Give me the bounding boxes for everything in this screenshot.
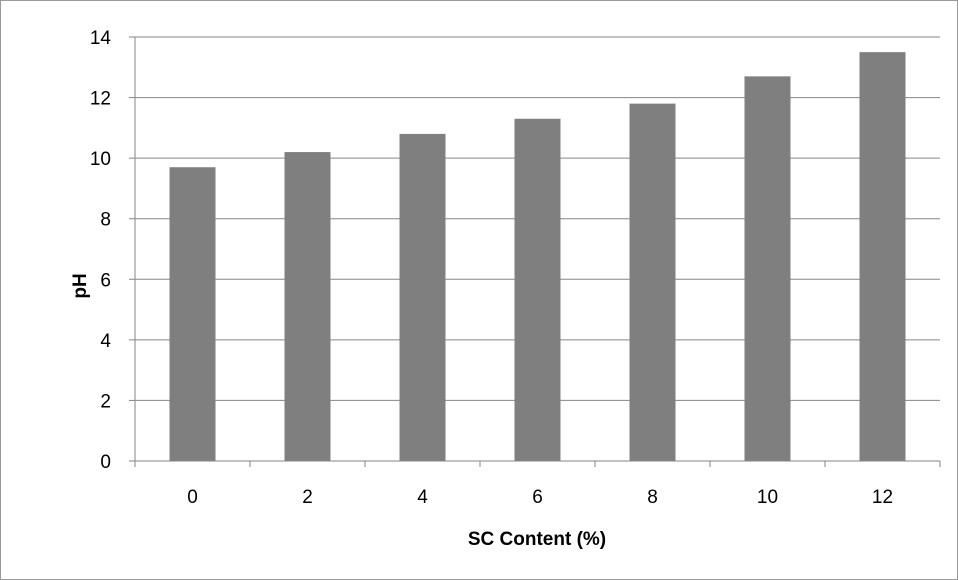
- y-tick-labels: 0 2 4 6 8 10 12 14: [90, 28, 112, 473]
- bar: [284, 152, 331, 462]
- bar: [399, 133, 446, 461]
- y-tick-label: 12: [90, 89, 111, 110]
- x-tick-label: 2: [302, 487, 313, 508]
- bar: [514, 118, 561, 462]
- bar: [744, 76, 791, 461]
- y-tick-label: 2: [100, 391, 111, 412]
- x-tick-labels: 0 2 4 6 8 10 12: [187, 487, 893, 508]
- y-tick-label: 10: [90, 149, 111, 170]
- y-tick-label: 8: [100, 210, 111, 231]
- x-tick-label: 0: [187, 487, 198, 508]
- x-axis-title: SC Content (%): [468, 529, 606, 550]
- x-tick-label: 4: [417, 487, 428, 508]
- y-tick-label: 14: [90, 28, 112, 49]
- x-tick-label: 10: [757, 487, 778, 508]
- y-tick-label: 4: [100, 331, 111, 352]
- y-tick-label: 6: [100, 270, 111, 291]
- bar: [169, 167, 216, 461]
- y-tick-label: 0: [100, 452, 111, 473]
- bar: [859, 52, 906, 462]
- x-tick-label: 8: [647, 487, 658, 508]
- axes: [129, 36, 941, 467]
- bars: [169, 52, 906, 462]
- x-tick-label: 6: [532, 487, 543, 508]
- y-axis-title: pH: [70, 273, 91, 298]
- x-tick-label: 12: [872, 487, 893, 508]
- bar: [629, 103, 676, 461]
